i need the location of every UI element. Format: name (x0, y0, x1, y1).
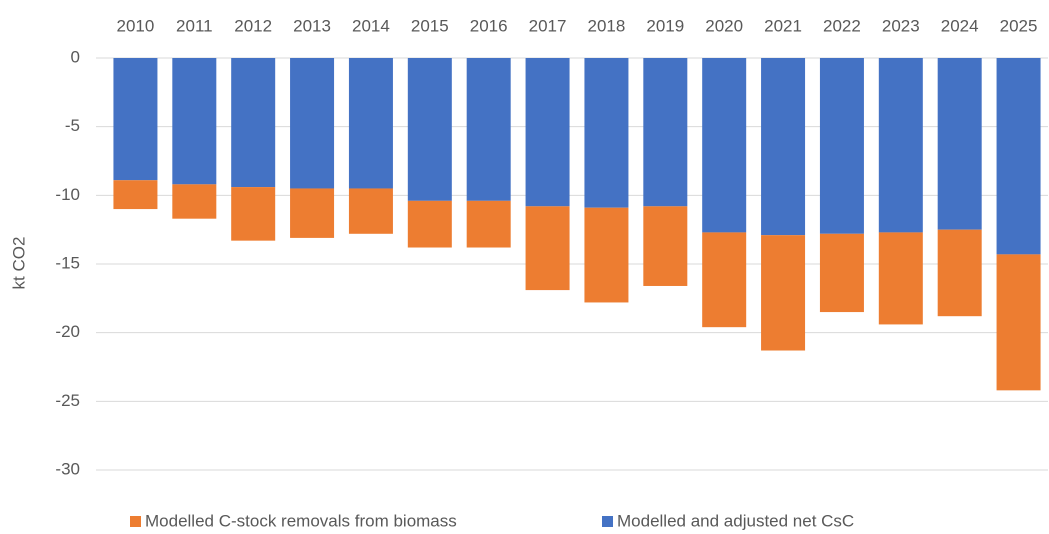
bar-segment (231, 58, 276, 188)
y-tick-label: -20 (55, 322, 80, 341)
x-tick-label: 2025 (1000, 16, 1038, 35)
x-tick-label: 2011 (176, 16, 213, 35)
x-tick-label: 2015 (411, 16, 449, 35)
bar-segment (937, 229, 982, 317)
legend-swatch (602, 516, 613, 527)
y-tick-label: -5 (65, 116, 80, 135)
bar-segment (643, 206, 688, 286)
bar-segment (878, 58, 923, 233)
legend-label: Modelled and adjusted net CsC (617, 511, 854, 530)
bar-segment (996, 58, 1041, 255)
y-tick-label: 0 (71, 47, 80, 66)
x-tick-label: 2013 (293, 16, 331, 35)
bar-segment (172, 58, 217, 185)
bar-segment (348, 188, 393, 234)
bar-segment (584, 207, 629, 303)
x-tick-label: 2012 (234, 16, 272, 35)
bar-segment (878, 232, 923, 325)
bar-segment (584, 58, 629, 208)
bar-segment (643, 58, 688, 207)
x-tick-label: 2018 (588, 16, 626, 35)
legend-swatch (130, 516, 141, 527)
x-tick-label: 2016 (470, 16, 508, 35)
legend-label: Modelled C-stock removals from biomass (145, 511, 457, 530)
y-tick-label: -25 (55, 391, 80, 410)
x-tick-label: 2014 (352, 16, 390, 35)
x-tick-label: 2017 (529, 16, 567, 35)
y-axis-label: kt CO2 (9, 237, 28, 290)
y-tick-label: -10 (55, 185, 80, 204)
bar-segment (525, 206, 570, 291)
bar-segment (407, 200, 452, 248)
bar-segment (819, 233, 864, 313)
x-tick-label: 2021 (764, 16, 802, 35)
bar-segment (290, 58, 335, 189)
bar-segment (466, 58, 511, 201)
bar-segment (525, 58, 570, 207)
bar-segment (761, 235, 806, 351)
x-tick-label: 2024 (941, 16, 979, 35)
x-tick-label: 2020 (705, 16, 743, 35)
bar-segment (348, 58, 393, 189)
bar-segment (466, 200, 511, 248)
x-tick-label: 2019 (646, 16, 684, 35)
bar-segment (407, 58, 452, 201)
bar-segment (761, 58, 806, 236)
bar-segment (113, 58, 158, 181)
bar-segment (937, 58, 982, 230)
x-tick-label: 2022 (823, 16, 861, 35)
bar-segment (290, 188, 335, 238)
bar-segment (819, 58, 864, 234)
y-tick-label: -15 (55, 253, 80, 272)
bar-segment (172, 184, 217, 219)
bar-segment (231, 187, 276, 241)
bar-segment (702, 232, 747, 328)
x-tick-label: 2023 (882, 16, 920, 35)
bar-segment (113, 180, 158, 210)
bar-segment (702, 58, 747, 233)
x-tick-label: 2010 (117, 16, 155, 35)
y-tick-label: -30 (55, 459, 80, 478)
bar-segment (996, 254, 1041, 391)
